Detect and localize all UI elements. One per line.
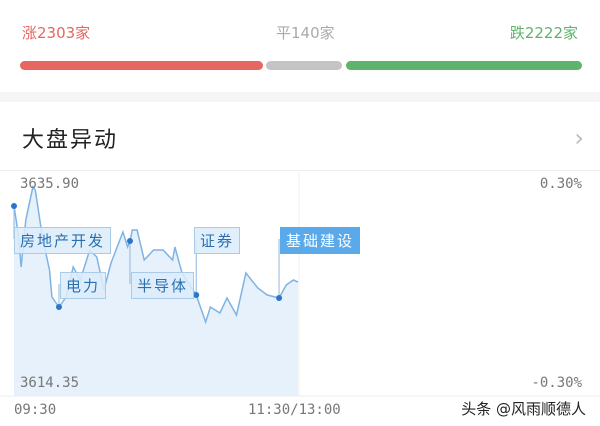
unchanged-bar [266, 61, 342, 70]
advancing-count: 涨2303家 [22, 24, 91, 42]
divider [0, 170, 600, 171]
annotation-label[interactable]: 电力 [60, 272, 107, 299]
annotation-dot [55, 304, 62, 311]
x-label-midday: 11:30/13:00 [248, 402, 341, 418]
annotation-label[interactable]: 基础建设 [280, 227, 361, 254]
x-label-open: 09:30 [14, 402, 57, 418]
y-max-label: 3635.90 [20, 176, 80, 192]
price-line [13, 185, 299, 325]
pct-max-label: 0.30% [539, 176, 582, 192]
annotation-label[interactable]: 半导体 [131, 272, 195, 299]
declining-bar [346, 61, 582, 70]
annotation-dot [11, 202, 17, 209]
chevron-right-icon[interactable]: › [574, 124, 584, 152]
pct-min-label: -0.30% [531, 375, 582, 391]
section-title: 大盘异动 [22, 128, 119, 153]
unchanged-count: 平140家 [276, 24, 335, 42]
annotation-dot [126, 237, 133, 244]
annotation-dot [193, 291, 200, 298]
watermark: 头条 @风雨顺德人 [461, 400, 586, 418]
y-min-label: 3614.35 [20, 375, 80, 391]
declining-count: 跌2222家 [509, 24, 578, 42]
annotation-label[interactable]: 房地产开发 [14, 227, 112, 254]
annotation-label[interactable]: 证券 [194, 227, 241, 254]
divider [0, 92, 600, 102]
advancing-bar [20, 61, 263, 70]
annotation-dot [276, 295, 283, 302]
